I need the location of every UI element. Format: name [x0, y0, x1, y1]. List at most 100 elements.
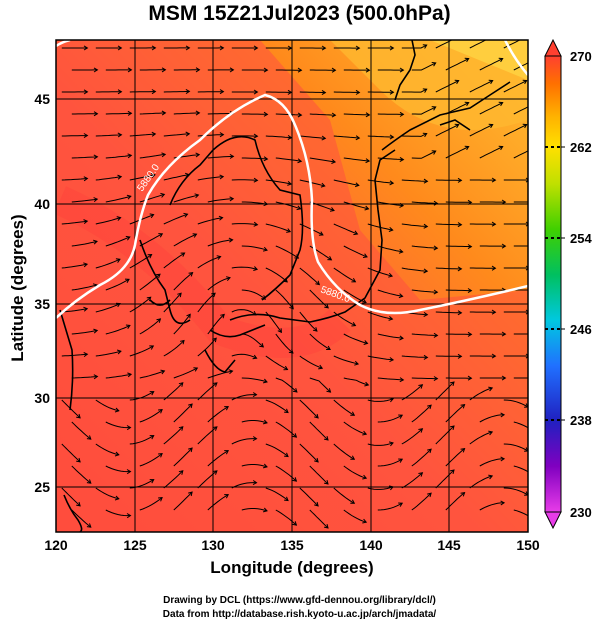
streamline-arrowhead: [454, 123, 460, 129]
streamline: [129, 435, 154, 445]
streamline: [241, 201, 268, 205]
streamline-arrowhead: [351, 278, 357, 283]
streamline-arrowhead: [93, 67, 99, 73]
streamline: [231, 394, 257, 401]
streamline-arrowhead: [327, 255, 333, 261]
streamline-arrowhead: [433, 200, 439, 206]
streamline-arrowhead: [289, 304, 294, 310]
streamline: [275, 201, 301, 210]
y-tick-labels: 25 30 35 40 45: [34, 91, 50, 495]
streamline: [105, 236, 130, 247]
streamline: [129, 391, 154, 401]
streamline-arrowhead: [331, 159, 337, 164]
streamline-arrowhead: [422, 88, 428, 93]
streamline-arrowhead: [418, 472, 424, 477]
streamline: [333, 355, 359, 365]
streamline-arrowhead: [287, 134, 293, 140]
streamline: [139, 318, 161, 335]
streamline-arrowhead: [263, 201, 269, 207]
streamline: [513, 150, 528, 159]
streamline-arrowhead: [83, 352, 89, 357]
streamline: [401, 428, 423, 445]
streamline-arrowhead: [491, 265, 497, 271]
streamline: [445, 146, 469, 159]
streamline-arrowhead: [195, 152, 201, 158]
streamline-arrowhead: [185, 131, 191, 137]
streamline-arrowhead: [188, 403, 193, 409]
streamline: [163, 340, 185, 357]
streamline: [469, 431, 493, 445]
streamline-arrowhead: [218, 215, 224, 221]
streamline-arrowhead: [524, 403, 528, 408]
streamline-arrowhead: [388, 316, 394, 321]
streamline-arrowhead: [178, 426, 184, 431]
streamline: [71, 198, 98, 203]
streamline-arrowhead: [433, 332, 439, 338]
streamline: [377, 333, 404, 339]
streamline-arrowhead: [284, 452, 289, 458]
streamline-arrowhead: [126, 425, 132, 431]
streamline-arrowhead: [524, 491, 528, 496]
streamline: [479, 102, 503, 115]
y-tick-label: 25: [34, 479, 50, 495]
streamline-arrowhead: [498, 101, 504, 107]
streamline: [445, 492, 465, 511]
streamline-arrowhead: [116, 349, 122, 355]
streamline-arrowhead: [219, 132, 225, 138]
streamline: [207, 450, 229, 467]
streamline: [95, 258, 121, 269]
streamline: [299, 399, 319, 419]
streamline-arrowhead: [151, 45, 157, 51]
streamline: [503, 487, 528, 496]
wind-streamlines: [61, 40, 537, 529]
streamline-arrowhead: [399, 335, 404, 341]
streamline: [401, 179, 428, 182]
streamline-arrowhead: [354, 360, 360, 366]
streamline-arrowhead: [160, 369, 166, 375]
colorbar-max-arrow: [544, 38, 562, 57]
streamline-arrowhead: [422, 132, 428, 138]
streamline-arrowhead: [193, 367, 199, 372]
x-tick-label: 140: [359, 537, 383, 553]
streamline-arrowhead: [83, 262, 89, 268]
colorbar-min-arrow: [544, 511, 562, 530]
streamline: [343, 245, 368, 258]
streamline: [95, 443, 119, 456]
streamline-arrowhead: [149, 391, 155, 396]
streamline-arrowhead: [491, 309, 497, 315]
streamline-arrowhead: [180, 339, 185, 345]
streamline-arrowhead: [263, 67, 269, 73]
streamline: [163, 174, 189, 181]
streamline: [445, 58, 469, 71]
streamline-arrowhead: [525, 177, 528, 183]
streamline-arrowhead: [178, 470, 184, 475]
streamline-arrowhead: [399, 156, 405, 162]
streamline-arrowhead: [114, 451, 120, 457]
streamline-arrowhead: [117, 132, 123, 138]
streamline: [173, 447, 193, 467]
streamline-arrowhead: [284, 408, 289, 414]
streamline-arrowhead: [253, 45, 259, 51]
streamline: [401, 355, 428, 358]
streamline: [435, 425, 455, 445]
streamline-arrowhead: [147, 254, 153, 259]
streamline-arrowhead: [83, 219, 89, 224]
streamline-arrowhead: [321, 135, 327, 141]
streamline: [309, 509, 329, 529]
streamline-arrowhead: [83, 45, 89, 51]
streamline-arrowhead: [399, 111, 405, 117]
streamline: [343, 465, 367, 479]
credit-data: Data from http://database.rish.kyoto-u.a…: [162, 609, 437, 620]
streamline: [231, 438, 257, 445]
streamline: [61, 308, 88, 313]
streamline: [343, 157, 370, 162]
streamline: [275, 377, 298, 393]
streamline-arrowhead: [422, 44, 428, 49]
streamline: [139, 193, 165, 203]
streamline-arrowhead: [228, 237, 234, 243]
streamline-arrowhead: [297, 67, 303, 73]
streamline: [241, 157, 268, 160]
streamline-arrowhead: [365, 158, 371, 164]
streamline-arrowhead: [533, 430, 537, 434]
streamline-arrowhead: [522, 123, 528, 129]
